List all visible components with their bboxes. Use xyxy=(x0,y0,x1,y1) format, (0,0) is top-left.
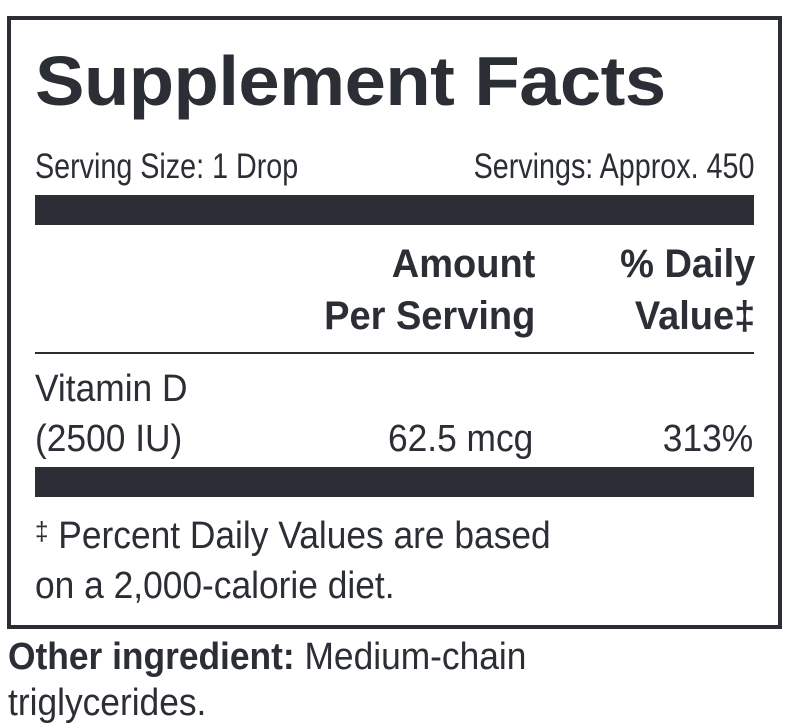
nutrient-name-line1: Vitamin D xyxy=(35,368,188,410)
servings-per-container: Servings: Approx. 450 xyxy=(473,147,754,186)
other-ingredients-value: Medium-chain xyxy=(294,636,527,678)
nutrient-daily-value: 313% xyxy=(662,418,753,460)
column-header-amount-line2: Per Serving xyxy=(323,294,535,338)
footnote: ‡ Percent Daily Values are based on a 2,… xyxy=(35,506,551,611)
nutrient-amount: 62.5 mcg xyxy=(387,418,533,460)
supplement-facts-panel: Supplement Facts Serving Size: 1 Drop Se… xyxy=(7,16,782,629)
thin-divider xyxy=(35,352,754,354)
other-ingredients-line2: triglycerides. xyxy=(8,682,207,724)
column-header-amount: Amount Per Serving xyxy=(324,238,535,342)
other-ingredients: Other ingredient: Medium-chain triglycer… xyxy=(8,634,526,726)
other-ingredients-label: Other ingredient: xyxy=(8,636,295,678)
other-ingredients-line1: Other ingredient: Medium-chain xyxy=(8,634,526,680)
thick-divider-top xyxy=(35,195,754,225)
column-header-daily-value: % Daily Value‡ xyxy=(620,238,755,342)
serving-size: Serving Size: 1 Drop xyxy=(35,147,299,186)
column-header-dv-line2: Value‡ xyxy=(634,294,755,338)
thick-divider-bottom xyxy=(35,467,754,497)
double-dagger-icon: ‡ xyxy=(35,516,49,546)
nutrient-name-line2: (2500 IU) xyxy=(35,418,183,460)
footnote-line1: ‡ Percent Daily Values are based xyxy=(35,515,551,557)
column-header-amount-line1: Amount xyxy=(391,242,535,286)
nutrient-name: Vitamin D (2500 IU) xyxy=(35,364,188,464)
footnote-line2: on a 2,000-calorie diet. xyxy=(35,565,395,607)
panel-title: Supplement Facts xyxy=(35,42,666,120)
column-header-dv-line1: % Daily xyxy=(619,242,755,286)
